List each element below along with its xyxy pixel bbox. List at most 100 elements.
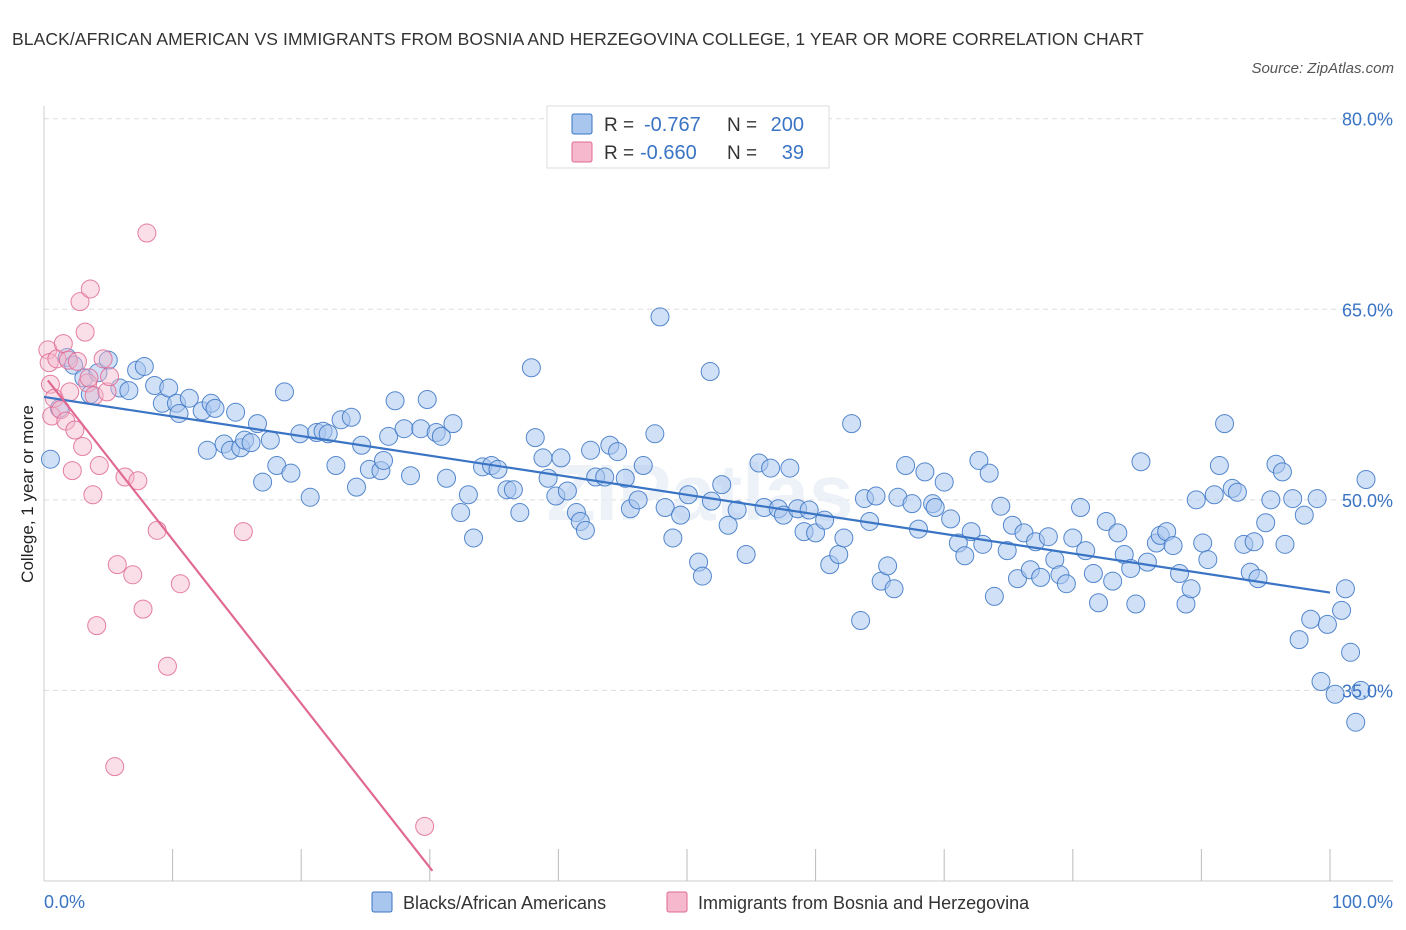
blacks-point-98 bbox=[736, 544, 756, 564]
blacks-point-88 bbox=[663, 528, 683, 548]
bosnia-point-11 bbox=[62, 461, 82, 481]
bosnia-point-32 bbox=[133, 599, 153, 619]
blacks-point-21 bbox=[205, 398, 225, 418]
blacks-point-182 bbox=[1261, 490, 1281, 510]
blacks-point-123 bbox=[902, 494, 922, 514]
axes bbox=[43, 106, 1393, 882]
blacks-point-48 bbox=[385, 391, 405, 411]
blacks-point-65 bbox=[510, 503, 530, 523]
blacks-point-27 bbox=[241, 433, 261, 453]
blacks-point-47 bbox=[379, 426, 399, 446]
blacks-point-16 bbox=[169, 403, 189, 423]
blacks-point-113 bbox=[842, 414, 862, 434]
blacks-point-80 bbox=[608, 442, 628, 462]
blacks-point-19 bbox=[197, 440, 217, 460]
blacks-point-14 bbox=[159, 378, 179, 398]
blacks-point-129 bbox=[941, 509, 961, 529]
blacks-point-112 bbox=[834, 528, 854, 548]
blacks-point-160 bbox=[1131, 452, 1151, 472]
blacks-point-136 bbox=[984, 586, 1004, 606]
blacks-point-196 bbox=[1341, 642, 1361, 662]
bosnia-point-37 bbox=[233, 522, 253, 542]
blacks-point-58 bbox=[458, 485, 478, 505]
blacks-point-111 bbox=[829, 544, 849, 564]
bosnia-point-18 bbox=[79, 368, 99, 388]
blacks-point-137 bbox=[991, 496, 1011, 516]
blacks-point-33 bbox=[281, 463, 301, 483]
blacks-point-49 bbox=[394, 419, 414, 439]
blacks-point-154 bbox=[1096, 511, 1116, 531]
legend-r-label-1: R = bbox=[604, 115, 634, 136]
blacks-point-161 bbox=[1137, 552, 1157, 572]
blacks-point-152 bbox=[1083, 564, 1103, 584]
blacks-point-104 bbox=[780, 458, 800, 478]
blacks-point-114 bbox=[851, 611, 871, 631]
bosnia-point-31 bbox=[128, 471, 148, 491]
bosnia-point-25 bbox=[97, 382, 117, 402]
blacks-point-199 bbox=[1356, 470, 1376, 490]
blacks-point-66 bbox=[521, 358, 541, 378]
bosnia-point-16 bbox=[75, 322, 95, 342]
bosnia-trend-line bbox=[46, 379, 434, 872]
y-tick-label-1: 50.0% bbox=[1342, 491, 1393, 511]
x-axis-ticks bbox=[172, 849, 1331, 881]
legend-n-value-2: 39 bbox=[782, 142, 804, 164]
blacks-point-32 bbox=[274, 382, 294, 402]
bottom-legend-label-blue: Blacks/African Americans bbox=[403, 893, 606, 913]
blacks-point-120 bbox=[884, 579, 904, 599]
blacks-point-156 bbox=[1108, 523, 1128, 543]
blacks-point-133 bbox=[969, 450, 989, 470]
bosnia-point-7 bbox=[53, 334, 73, 354]
bosnia-point-10 bbox=[60, 382, 80, 402]
blacks-point-135 bbox=[979, 463, 999, 483]
bottom-legend: Blacks/African Americans Immigrants from… bbox=[371, 891, 1030, 913]
trend-lines bbox=[43, 379, 1331, 872]
blacks-point-38 bbox=[318, 424, 338, 444]
bosnia-point-33 bbox=[137, 223, 157, 243]
legend-r-value-1: -0.767 bbox=[644, 114, 701, 136]
blacks-point-187 bbox=[1289, 630, 1309, 650]
blacks-point-153 bbox=[1089, 593, 1109, 613]
blacks-point-64 bbox=[503, 480, 523, 500]
blacks-point-159 bbox=[1126, 594, 1146, 614]
blacks-point-184 bbox=[1272, 462, 1292, 482]
legend-n-label-2: N = bbox=[727, 143, 757, 164]
x-axis-tick-labels: 0.0% 100.0% bbox=[44, 892, 1393, 912]
blacks-point-54 bbox=[431, 426, 451, 446]
blacks-point-148 bbox=[1056, 574, 1076, 594]
bosnia-point-13 bbox=[67, 351, 87, 371]
blacks-point-50 bbox=[401, 466, 421, 486]
blacks-point-86 bbox=[650, 307, 670, 327]
legend-r-label-2: R = bbox=[604, 143, 634, 164]
blacks-point-72 bbox=[557, 481, 577, 501]
blacks-point-173 bbox=[1209, 456, 1229, 476]
series-blacks-points bbox=[40, 307, 1376, 732]
series-bosnia-points bbox=[38, 223, 435, 836]
bosnia-point-24 bbox=[93, 349, 113, 369]
bottom-legend-swatch-blue bbox=[371, 891, 393, 913]
blacks-point-138 bbox=[997, 541, 1017, 561]
blacks-point-127 bbox=[925, 497, 945, 517]
blacks-point-197 bbox=[1346, 712, 1366, 732]
y-tick-label-3: 80.0% bbox=[1342, 110, 1393, 130]
blacks-point-190 bbox=[1307, 489, 1327, 509]
blacks-point-89 bbox=[671, 505, 691, 525]
blacks-point-194 bbox=[1332, 600, 1352, 620]
blacks-point-92 bbox=[692, 566, 712, 586]
watermark: ZIPatlas bbox=[547, 448, 854, 537]
blacks-point-128 bbox=[934, 472, 954, 492]
blacks-point-180 bbox=[1248, 569, 1268, 589]
blacks-point-144 bbox=[1031, 567, 1051, 587]
blacks-point-192 bbox=[1317, 614, 1337, 634]
legend-swatch-blue bbox=[571, 113, 593, 135]
blacks-point-117 bbox=[866, 486, 886, 506]
blacks-point-119 bbox=[878, 556, 898, 576]
blacks-point-11 bbox=[134, 356, 154, 376]
chart-source: Source: ZipAtlas.com bbox=[1251, 60, 1394, 77]
bosnia-point-27 bbox=[105, 757, 125, 777]
blacks-point-59 bbox=[464, 528, 484, 548]
blacks-point-195 bbox=[1335, 579, 1355, 599]
blacks-point-3 bbox=[64, 355, 84, 375]
blacks-point-131 bbox=[955, 546, 975, 566]
